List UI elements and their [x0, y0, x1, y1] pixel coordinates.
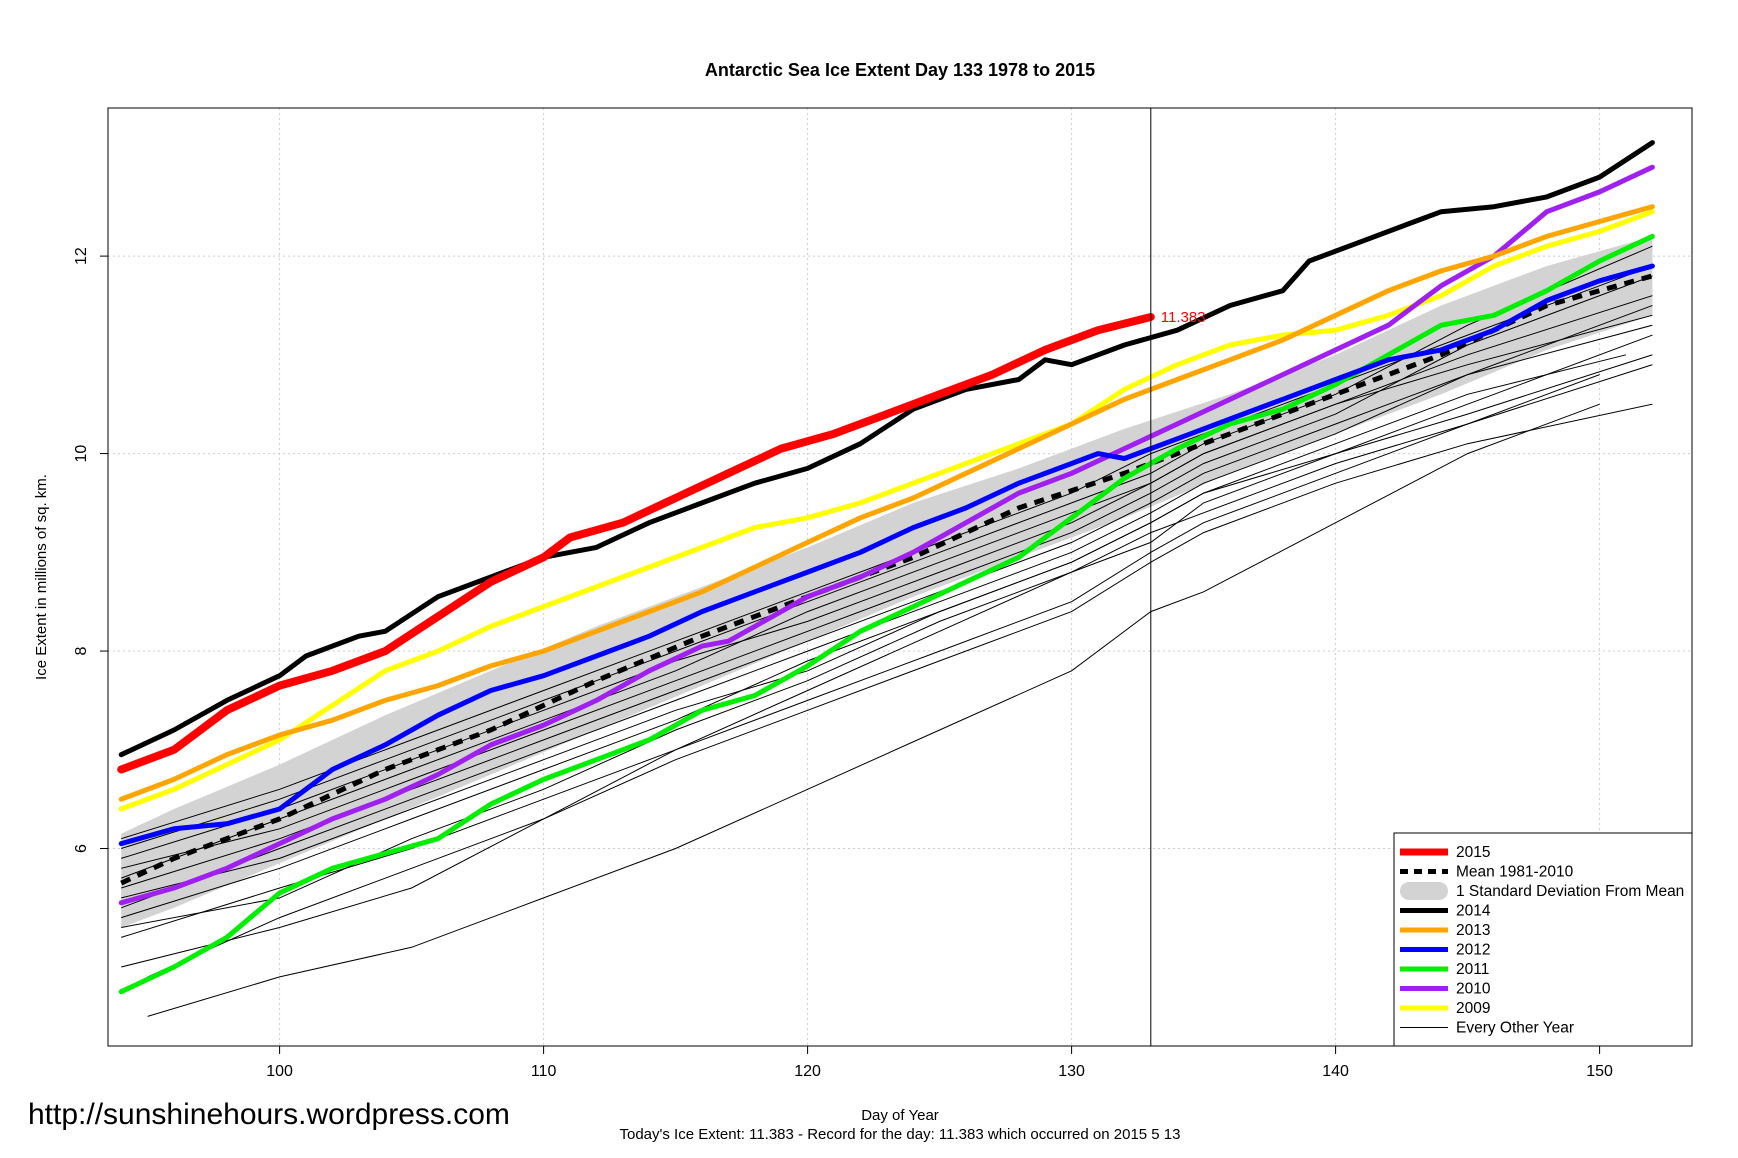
legend-entry: 2012: [1400, 942, 1490, 959]
series-line-2012: [118, 263, 1655, 847]
y-tick-label: 6: [73, 844, 90, 853]
legend-label: Every Other Year: [1456, 1020, 1574, 1037]
series-line-2013: [118, 204, 1655, 802]
y-tick-label: 10: [73, 445, 90, 463]
x-tick-label: 140: [1322, 1063, 1349, 1080]
legend-entry: 2009: [1400, 1000, 1490, 1017]
legend-entry: 2014: [1400, 903, 1491, 920]
legend-label: 2013: [1456, 922, 1490, 939]
series-line-2015: [117, 313, 1155, 774]
y-tick-label: 12: [73, 247, 90, 265]
other-year-line: [147, 403, 1653, 978]
legend-entry: Every Other Year: [1400, 1020, 1574, 1037]
plot-frame: [107, 107, 1693, 1047]
legend-entry: 2011: [1400, 961, 1489, 978]
chart-title: Antarctic Sea Ice Extent Day 133 1978 to…: [705, 60, 1095, 80]
x-tick-label: 120: [794, 1063, 821, 1080]
series-group: [117, 140, 1655, 995]
y-axis: 6 8 10 12: [73, 247, 108, 853]
other-year-line: [121, 245, 1653, 849]
other-year-line: [121, 314, 1653, 879]
other-year-line: [121, 354, 1653, 899]
legend-swatch-band: [1400, 882, 1448, 900]
footer-text: Today's Ice Extent: 11.383 - Record for …: [620, 1126, 1181, 1143]
source-url: http://sunshinehours.wordpress.com: [28, 1098, 510, 1131]
legend-label: 1 Standard Deviation From Mean: [1456, 883, 1684, 900]
series-line-2010: [118, 164, 1655, 906]
legend-label: 2009: [1456, 1000, 1490, 1017]
x-axis: 100 110 120 130 140 150: [266, 1046, 1613, 1080]
legend-label: 2015: [1456, 844, 1490, 861]
end-value-label: 11.383: [1161, 309, 1206, 326]
x-axis-label: Day of Year: [861, 1107, 939, 1124]
y-axis-label: Ice Extent in millions of sq. km.: [33, 474, 50, 680]
legend-label: 2011: [1456, 961, 1489, 978]
x-tick-label: 100: [266, 1063, 293, 1080]
legend-entry: 2010: [1400, 981, 1491, 998]
x-tick-label: 130: [1058, 1063, 1085, 1080]
legend-entry: 2013: [1400, 922, 1490, 939]
legend-entry: Mean 1981-2010: [1400, 864, 1574, 881]
legend-label: 2014: [1456, 903, 1491, 920]
x-tick-label: 150: [1586, 1063, 1613, 1080]
other-year-line: [147, 403, 1600, 1017]
x-tick-label: 110: [531, 1063, 557, 1080]
y-tick-label: 8: [73, 647, 90, 656]
other-year-line: [121, 275, 1653, 869]
legend-label: Mean 1981-2010: [1456, 864, 1574, 881]
legend: 2015 Mean 1981-2010 1 Standard Deviation F…: [1393, 832, 1693, 1047]
other-year-line: [121, 305, 1653, 909]
legend-label: 2012: [1456, 942, 1490, 959]
legend-entry: 2015: [1400, 844, 1490, 861]
legend-entry: 1 Standard Deviation From Mean: [1400, 882, 1684, 900]
series-line-2011: [118, 233, 1655, 995]
other-year-line: [121, 374, 1600, 968]
legend-label: 2010: [1456, 981, 1491, 998]
series-line-2014: [118, 140, 1655, 758]
series-line-2009: [118, 209, 1655, 812]
